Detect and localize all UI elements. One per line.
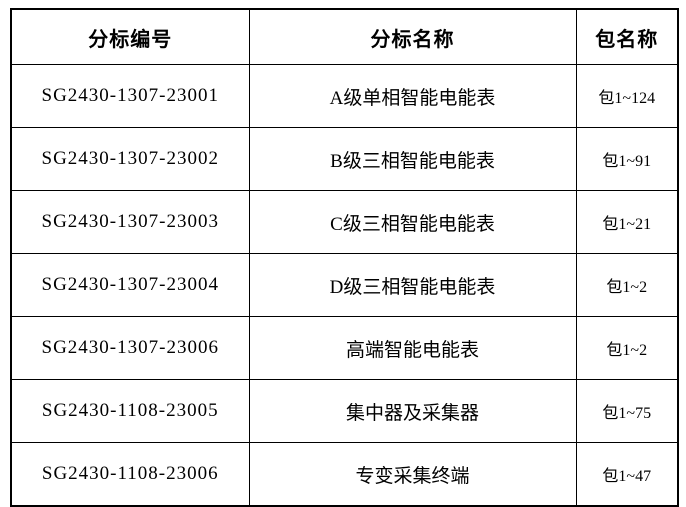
table-row: SG2430-1108-23005 集中器及采集器 包1~75 (10, 379, 679, 443)
package-range-cell: 包1~75 (575, 379, 679, 443)
bid-number-cell: SG2430-1108-23006 (10, 442, 250, 507)
bid-number-cell: SG2430-1307-23001 (10, 64, 250, 128)
table-row: SG2430-1307-23001 A级单相智能电能表 包1~124 (10, 64, 679, 128)
bid-number-cell: SG2430-1108-23005 (10, 379, 250, 443)
bid-name-cell: B级三相智能电能表 (248, 127, 577, 191)
bid-sections-table: 分标编号 分标名称 包名称 SG2430-1307-23001 A级单相智能电能… (10, 8, 679, 507)
bid-name-cell: 集中器及采集器 (248, 379, 577, 443)
bid-name-cell: 高端智能电能表 (248, 316, 577, 380)
bid-number-cell: SG2430-1307-23003 (10, 190, 250, 254)
bid-number-cell: SG2430-1307-23006 (10, 316, 250, 380)
package-range-cell: 包1~91 (575, 127, 679, 191)
table-row: SG2430-1307-23006 高端智能电能表 包1~2 (10, 316, 679, 380)
package-range-cell: 包1~124 (575, 64, 679, 128)
package-range-cell: 包1~47 (575, 442, 679, 507)
package-range-cell: 包1~21 (575, 190, 679, 254)
table-row: SG2430-1307-23004 D级三相智能电能表 包1~2 (10, 253, 679, 317)
column-header-package-name: 包名称 (575, 8, 679, 65)
table-row: SG2430-1307-23003 C级三相智能电能表 包1~21 (10, 190, 679, 254)
table-header-row: 分标编号 分标名称 包名称 (10, 8, 679, 65)
table-row: SG2430-1108-23006 专变采集终端 包1~47 (10, 442, 679, 507)
column-header-bid-number: 分标编号 (10, 8, 250, 65)
bid-name-cell: C级三相智能电能表 (248, 190, 577, 254)
column-header-bid-name: 分标名称 (248, 8, 577, 65)
package-range-cell: 包1~2 (575, 253, 679, 317)
bid-name-cell: D级三相智能电能表 (248, 253, 577, 317)
bid-number-cell: SG2430-1307-23004 (10, 253, 250, 317)
table-row: SG2430-1307-23002 B级三相智能电能表 包1~91 (10, 127, 679, 191)
bid-name-cell: A级单相智能电能表 (248, 64, 577, 128)
package-range-cell: 包1~2 (575, 316, 679, 380)
bid-name-cell: 专变采集终端 (248, 442, 577, 507)
bid-number-cell: SG2430-1307-23002 (10, 127, 250, 191)
